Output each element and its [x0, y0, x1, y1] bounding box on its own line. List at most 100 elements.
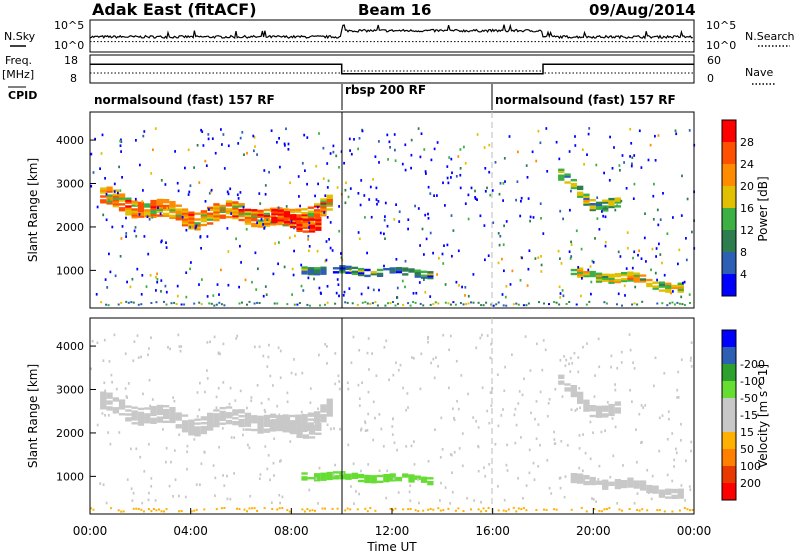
echo-cell: [178, 433, 181, 436]
echo-cell: [241, 131, 244, 134]
colorbar-swatch: [722, 252, 736, 274]
echo-cell: [447, 507, 450, 510]
echo-cell: [543, 508, 545, 511]
echo-cell: [143, 130, 146, 133]
power-echo-cells: [90, 127, 696, 307]
echo-cell: [397, 302, 399, 305]
echo-cell: [633, 276, 640, 279]
echo-cell: [307, 267, 314, 270]
echo-cell: [613, 146, 615, 149]
echo-cell: [133, 340, 136, 343]
echo-cell: [682, 281, 684, 285]
echo-cell: [201, 278, 203, 281]
echo-cell: [371, 302, 374, 305]
echo-cell: [439, 499, 441, 502]
echo-cell: [145, 285, 148, 288]
echo-cell: [315, 228, 322, 231]
echo-cell: [361, 381, 363, 384]
echo-cell: [308, 222, 316, 225]
echo-cell: [602, 279, 609, 282]
echo-cell: [239, 389, 242, 393]
echo-cell: [595, 207, 603, 210]
echo-cell: [477, 301, 480, 304]
colorbar-swatch: [722, 398, 736, 415]
y-tick-label: 4000: [56, 134, 84, 147]
echo-cell: [641, 300, 644, 303]
echo-cell: [488, 421, 491, 425]
noise-panel-frame: [89, 19, 695, 53]
echo-cell: [258, 345, 261, 349]
echo-cell: [307, 276, 310, 280]
echo-cell: [315, 432, 322, 435]
echo-cell: [515, 510, 518, 513]
echo-cell: [170, 460, 172, 464]
echo-cell: [156, 208, 163, 211]
echo-cell: [663, 273, 666, 277]
echo-cell: [125, 409, 132, 412]
echo-cell: [470, 301, 472, 304]
echo-cell: [187, 148, 190, 152]
echo-cell: [150, 203, 157, 207]
echo-cell: [142, 417, 145, 420]
echo-cell: [507, 508, 510, 511]
echo-cell: [134, 226, 137, 229]
echo-cell: [315, 426, 322, 430]
echo-cell: [608, 179, 611, 182]
echo-cell: [663, 510, 666, 513]
echo-cell: [369, 302, 372, 305]
echo-cell: [326, 414, 333, 417]
echo-cell: [358, 273, 365, 277]
echo-cell: [517, 402, 520, 405]
echo-cell: [437, 507, 440, 510]
echo-cell: [595, 272, 603, 275]
echo-cell: [596, 196, 599, 199]
echo-cell: [301, 414, 308, 417]
echo-cell: [604, 206, 607, 210]
echo-cell: [652, 491, 659, 494]
echo-cell: [244, 428, 252, 431]
echo-cell: [677, 262, 679, 266]
echo-cell: [402, 508, 405, 511]
echo-cell: [268, 170, 270, 174]
echo-cell: [290, 431, 297, 435]
echo-cell: [578, 387, 581, 390]
echo-cell: [126, 478, 129, 481]
echo-cell: [276, 302, 279, 305]
echo-cell: [364, 301, 367, 304]
echo-cell: [102, 359, 105, 362]
echo-cell: [296, 227, 303, 230]
echo-cell: [610, 354, 613, 358]
echo-cell: [308, 226, 316, 229]
echo-cell: [427, 271, 434, 274]
echo-cell: [589, 476, 596, 480]
echo-cell: [301, 268, 308, 271]
echo-cell: [497, 301, 500, 304]
echo-cell: [263, 428, 270, 431]
echo-cell: [546, 414, 549, 418]
echo-cell: [268, 343, 270, 347]
echo-cell: [569, 257, 572, 260]
echo-cell: [137, 213, 145, 216]
echo-cell: [583, 409, 590, 412]
echo-cell: [569, 208, 571, 212]
echo-cell: [118, 209, 126, 212]
echo-cell: [589, 203, 596, 206]
echo-cell: [349, 508, 352, 511]
echo-cell: [490, 404, 493, 407]
echo-cell: [315, 477, 318, 481]
echo-cell: [408, 476, 415, 479]
echo-cell: [283, 417, 291, 420]
echo-cell: [429, 231, 432, 235]
echo-cell: [150, 201, 157, 205]
echo-cell: [414, 275, 421, 278]
echo-cell: [290, 426, 297, 429]
echo-cell: [301, 418, 308, 421]
echo-cell: [169, 202, 176, 206]
echo-cell: [587, 268, 590, 272]
velocity-colorbar-label: Velocity [m s^-1]: [756, 364, 770, 468]
echo-cell: [432, 251, 434, 255]
echo-cell: [595, 278, 603, 281]
echo-cell: [169, 414, 176, 418]
echo-cell: [237, 197, 240, 200]
echo-cell: [575, 303, 578, 306]
